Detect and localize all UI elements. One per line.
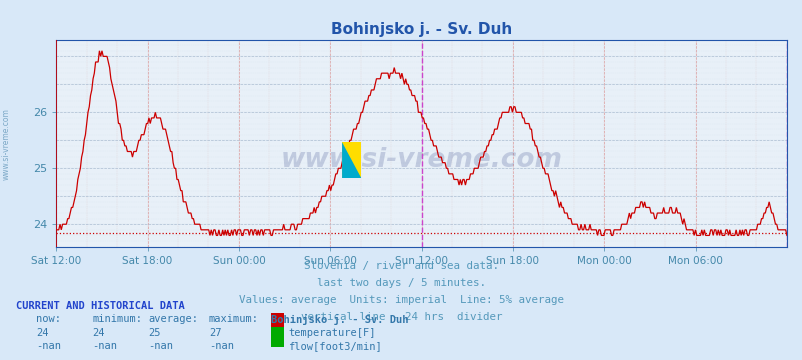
Text: 24: 24: [92, 328, 105, 338]
Text: vertical line - 24 hrs  divider: vertical line - 24 hrs divider: [301, 312, 501, 322]
Text: -nan: -nan: [209, 341, 233, 351]
Text: average:: average:: [148, 314, 198, 324]
Text: 27: 27: [209, 328, 221, 338]
Text: Slovenia / river and sea data.: Slovenia / river and sea data.: [304, 261, 498, 271]
Text: www.si-vreme.com: www.si-vreme.com: [280, 147, 562, 173]
Text: www.si-vreme.com: www.si-vreme.com: [2, 108, 11, 180]
Polygon shape: [342, 142, 361, 178]
Text: now:: now:: [36, 314, 61, 324]
Text: maximum:: maximum:: [209, 314, 258, 324]
Text: -nan: -nan: [36, 341, 61, 351]
Text: -nan: -nan: [148, 341, 173, 351]
Text: flow[foot3/min]: flow[foot3/min]: [288, 341, 382, 351]
Text: temperature[F]: temperature[F]: [288, 328, 375, 338]
Text: last two days / 5 minutes.: last two days / 5 minutes.: [317, 278, 485, 288]
Text: CURRENT AND HISTORICAL DATA: CURRENT AND HISTORICAL DATA: [16, 301, 184, 311]
Text: 25: 25: [148, 328, 161, 338]
Polygon shape: [342, 142, 361, 178]
Text: -nan: -nan: [92, 341, 117, 351]
Title: Bohinjsko j. - Sv. Duh: Bohinjsko j. - Sv. Duh: [330, 22, 512, 37]
Text: 24: 24: [36, 328, 49, 338]
Text: Values: average  Units: imperial  Line: 5% average: Values: average Units: imperial Line: 5%…: [239, 295, 563, 305]
Text: minimum:: minimum:: [92, 314, 142, 324]
Text: Bohinjsko j. - Sv. Duh: Bohinjsko j. - Sv. Duh: [271, 314, 408, 325]
